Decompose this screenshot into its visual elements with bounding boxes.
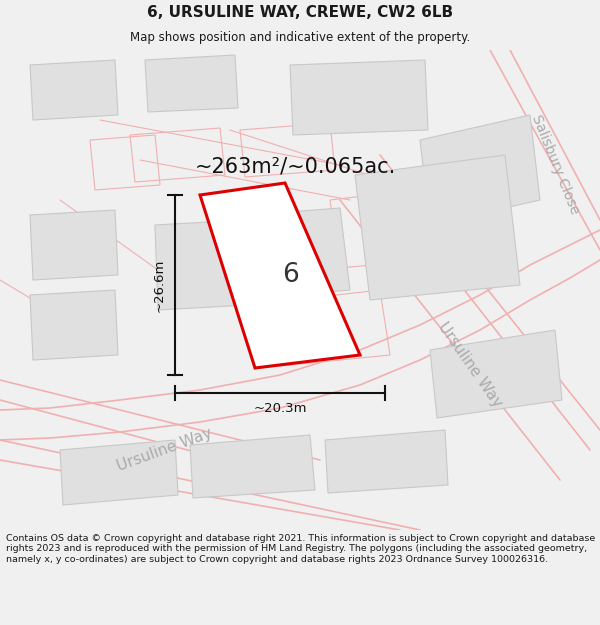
Polygon shape (200, 183, 360, 368)
Text: ~26.6m: ~26.6m (152, 258, 166, 312)
Text: Contains OS data © Crown copyright and database right 2021. This information is : Contains OS data © Crown copyright and d… (6, 534, 595, 564)
Text: Map shows position and indicative extent of the property.: Map shows position and indicative extent… (130, 31, 470, 44)
Polygon shape (355, 155, 520, 300)
Polygon shape (190, 435, 315, 498)
Text: 6: 6 (281, 262, 298, 288)
Polygon shape (30, 60, 118, 120)
Text: ~20.3m: ~20.3m (253, 402, 307, 416)
Text: 6, URSULINE WAY, CREWE, CW2 6LB: 6, URSULINE WAY, CREWE, CW2 6LB (147, 5, 453, 20)
Polygon shape (145, 55, 238, 112)
Text: Ursuline Way: Ursuline Way (115, 426, 215, 474)
Polygon shape (290, 60, 428, 135)
Polygon shape (30, 210, 118, 280)
Text: Ursuline Way: Ursuline Way (435, 319, 505, 411)
Polygon shape (250, 208, 350, 298)
Polygon shape (325, 430, 448, 493)
Polygon shape (430, 330, 562, 418)
Text: ~263m²/~0.065ac.: ~263m²/~0.065ac. (195, 157, 396, 177)
Polygon shape (30, 290, 118, 360)
Polygon shape (60, 440, 178, 505)
Polygon shape (155, 220, 248, 310)
Polygon shape (420, 115, 540, 225)
Text: Salisbury Close: Salisbury Close (529, 113, 581, 217)
